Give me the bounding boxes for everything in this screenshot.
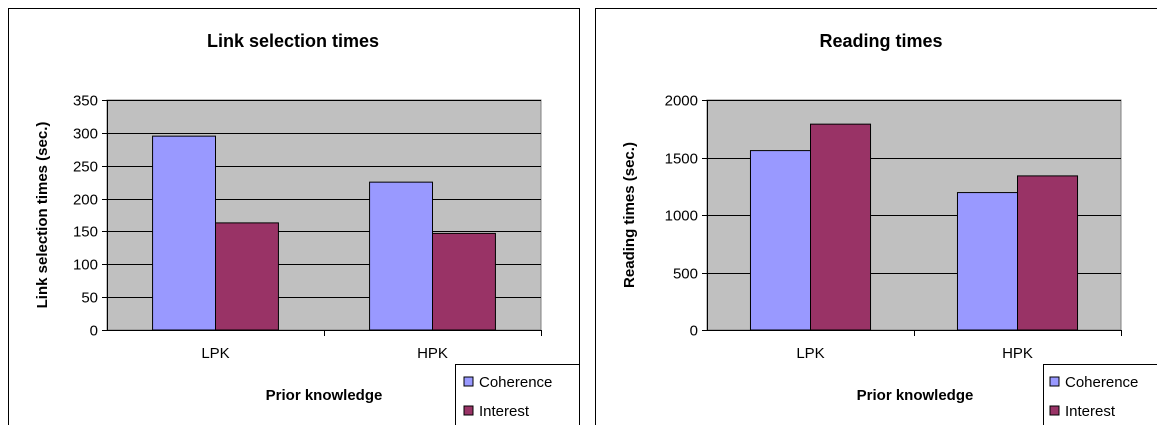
chart-link-selection-times: Link selection times 0 50 100 150 200 250 300 3… xyxy=(9,9,580,426)
x-axis-label: Prior knowledge xyxy=(266,387,383,404)
y-tick-label: 300 xyxy=(73,126,98,143)
chart-reading-times: Reading times 0 500 1000 1500 2000 LPK HPK Rea… xyxy=(596,9,1157,426)
legend-swatch-interest xyxy=(1050,406,1059,415)
y-tick-label: 1000 xyxy=(665,208,698,225)
y-tick-label: 500 xyxy=(673,266,698,283)
legend: Coherence Interest xyxy=(1044,365,1157,426)
bar-interest-hpk xyxy=(433,233,496,330)
y-tick-label: 100 xyxy=(73,257,98,274)
legend: Coherence Interest xyxy=(456,365,580,426)
chart-title: Reading times xyxy=(819,31,942,51)
y-tick-label: 1500 xyxy=(665,151,698,168)
bar-coherence-hpk xyxy=(957,193,1017,330)
x-tick-label: HPK xyxy=(1002,345,1033,362)
y-tick-label: 250 xyxy=(73,159,98,176)
bar-coherence-lpk xyxy=(750,151,810,330)
chart-title: Link selection times xyxy=(207,31,379,51)
y-axis-label: Link selection times (sec.) xyxy=(34,122,51,309)
x-tick-label: LPK xyxy=(796,345,824,362)
bar-interest-lpk xyxy=(811,124,871,330)
legend-swatch-interest xyxy=(464,406,473,415)
bar-coherence-hpk xyxy=(370,182,433,330)
bar-interest-hpk xyxy=(1018,176,1078,330)
y-tick-label: 2000 xyxy=(665,93,698,110)
legend-label-interest: Interest xyxy=(1065,403,1116,420)
legend-label-coherence: Coherence xyxy=(479,374,552,391)
legend-label-coherence: Coherence xyxy=(1065,374,1138,391)
y-tick-label: 150 xyxy=(73,224,98,241)
x-axis-label: Prior knowledge xyxy=(857,387,974,404)
bar-interest-lpk xyxy=(216,223,279,330)
x-tick-label: HPK xyxy=(417,345,448,362)
legend-swatch-coherence xyxy=(464,377,473,386)
plot-area: 0 50 100 150 200 250 300 350 LPK HPK xyxy=(73,93,542,363)
y-tick-label: 50 xyxy=(81,290,98,307)
bar-coherence-lpk xyxy=(153,136,216,330)
y-tick-label: 0 xyxy=(690,323,698,340)
legend-swatch-coherence xyxy=(1050,377,1059,386)
y-tick-label: 0 xyxy=(90,323,98,340)
legend-label-interest: Interest xyxy=(479,403,530,420)
y-axis-label: Reading times (sec.) xyxy=(621,142,638,288)
y-tick-label: 350 xyxy=(73,93,98,110)
x-tick-label: LPK xyxy=(201,345,229,362)
y-tick-label: 200 xyxy=(73,192,98,209)
plot-area: 0 500 1000 1500 2000 LPK HPK xyxy=(665,93,1122,363)
